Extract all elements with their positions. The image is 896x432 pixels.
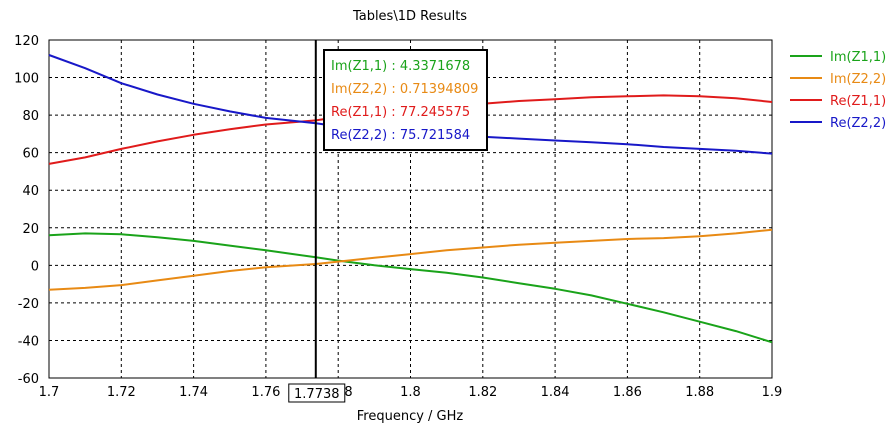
x-axis-label: Frequency / GHz [356, 409, 464, 424]
marker-readout-text: Re(Z1,1) : 77.245575 [331, 105, 470, 120]
legend-entry[interactable]: Re(Z1,1) [830, 94, 886, 109]
x-tick-label: 1.8 [400, 385, 421, 400]
marker-value-label: 1.7738 [294, 387, 340, 402]
x-tick-label: 1.7 [39, 385, 60, 400]
x-tick-label: 1.76 [251, 385, 280, 400]
x-tick-label: 1.86 [613, 385, 642, 400]
y-tick-label: 120 [14, 34, 39, 49]
x-tick-label: 1.84 [541, 385, 570, 400]
legend-entry[interactable]: Im(Z2,2) [830, 72, 886, 87]
legend-entry[interactable]: Re(Z2,2) [830, 116, 886, 131]
y-tick-label: 40 [22, 184, 39, 199]
marker-value-box [288, 383, 346, 403]
marker-readout-text: Re(Z2,2) : 75.721584 [331, 128, 470, 143]
y-tick-label: -60 [18, 372, 39, 387]
y-tick-label: -40 [18, 334, 39, 349]
series-line-im-z1-1[interactable] [48, 232, 773, 344]
x-tick-label: 1.74 [179, 385, 208, 400]
marker-readout-text: Im(Z1,1) : 4.3371678 [331, 59, 470, 74]
x-tick-label: 1.9 [762, 385, 783, 400]
series-line-im-z2-2[interactable] [48, 228, 773, 291]
y-tick-label: 100 [14, 72, 39, 87]
legend-entry[interactable]: Im(Z1,1) [830, 50, 886, 65]
y-tick-label: 0 [31, 259, 39, 274]
y-tick-label: 20 [22, 222, 39, 237]
chart-title: Tables\1D Results [352, 9, 468, 24]
x-tick-label: 1.82 [468, 385, 497, 400]
y-tick-label: 60 [22, 147, 39, 162]
marker-readout-box [323, 49, 488, 151]
marker-readout-text: Im(Z2,2) : 0.71394809 [331, 82, 478, 97]
x-tick-label: 1.72 [107, 385, 136, 400]
x-tick-label: 1.88 [685, 385, 714, 400]
y-tick-label: -20 [18, 297, 39, 312]
y-tick-label: 80 [22, 109, 39, 124]
